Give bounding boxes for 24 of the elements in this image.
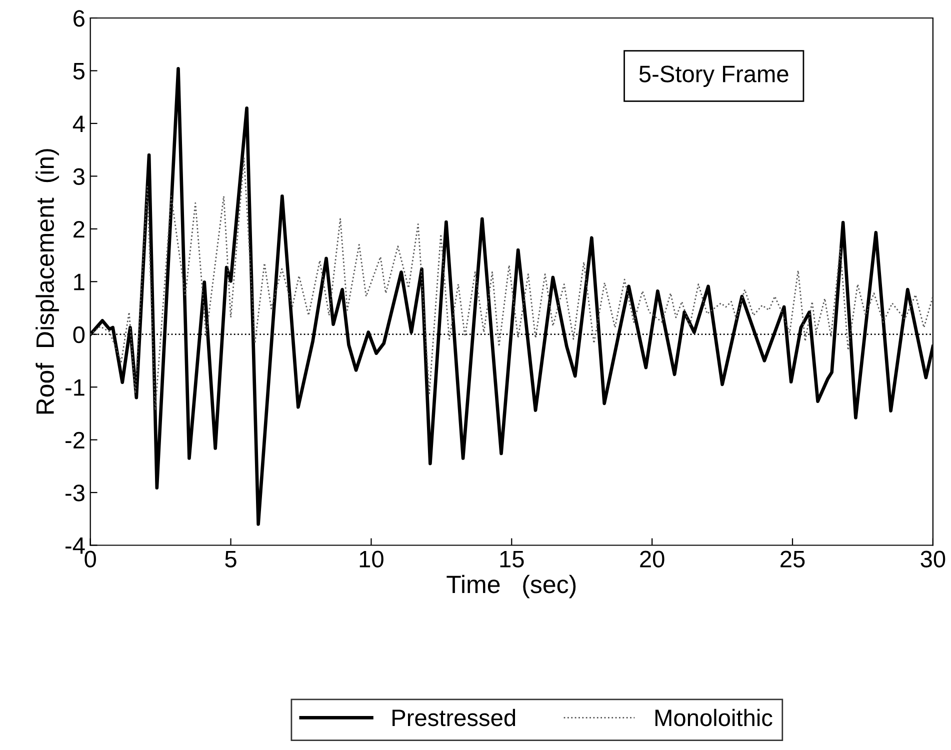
x-tick-label: 0 (84, 550, 96, 568)
y-tick-label: 3 (73, 168, 84, 185)
x-tick-label: 10 (360, 550, 384, 568)
y-tick-label: 4 (72, 116, 85, 132)
legend-label: Prestressed (392, 708, 516, 726)
x-tick-label: 15 (500, 550, 524, 568)
x-tick-label: 25 (780, 550, 805, 568)
y-axis-title: Roof Displacement (in) (36, 149, 59, 414)
y-tick-label: -2 (66, 432, 84, 448)
y-tick-label: 1 (74, 274, 84, 290)
y-tick-label: 0 (73, 326, 85, 344)
y-tick-label: -3 (66, 484, 84, 502)
y-tick-label: 2 (74, 220, 84, 238)
x-tick-label: 30 (920, 550, 946, 568)
y-tick-label: 6 (74, 10, 84, 27)
y-tick-label: 5 (73, 63, 84, 80)
legend-label: Monoloithic (655, 708, 772, 726)
x-tick-label: 5 (225, 550, 236, 568)
annotation: 5-Story Frame (639, 66, 788, 87)
x-axis-title: Time (sec) (446, 574, 576, 598)
x-tick-label: 20 (640, 550, 664, 568)
y-tick-label: -4 (66, 538, 85, 554)
line-series (90, 158, 933, 411)
y-tick-label: -1 (66, 379, 84, 396)
